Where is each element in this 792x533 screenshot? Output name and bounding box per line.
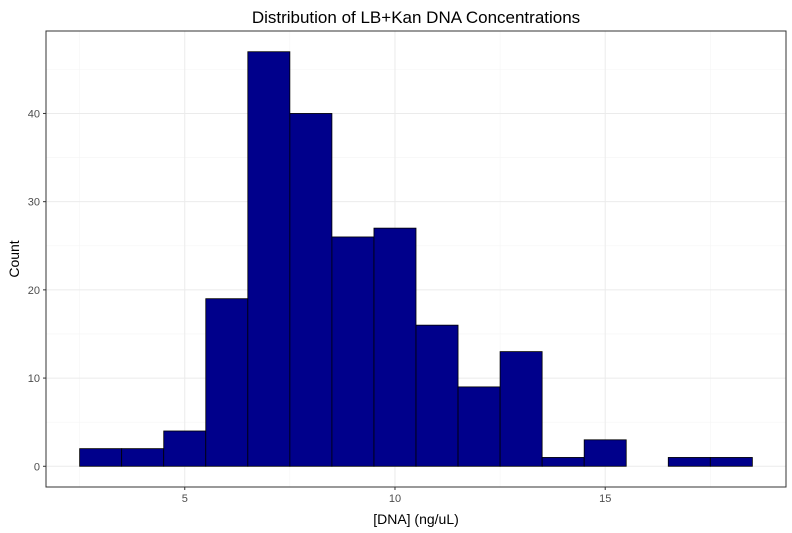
histogram-bar bbox=[499, 351, 543, 467]
histogram-bar bbox=[457, 386, 501, 467]
histogram-bar bbox=[667, 457, 711, 467]
histogram-bar bbox=[121, 448, 165, 467]
histogram-bars bbox=[79, 51, 753, 467]
histogram-bar bbox=[289, 113, 333, 467]
histogram-bar bbox=[583, 439, 627, 467]
histogram-bar bbox=[163, 430, 207, 467]
axis-ticks: 5 10 15 0 10 20 30 40 bbox=[28, 108, 612, 505]
y-axis-title: Count bbox=[6, 240, 22, 277]
y-tick-label: 20 bbox=[28, 285, 40, 297]
histogram-bar bbox=[373, 227, 417, 467]
x-tick-label: 5 bbox=[182, 493, 188, 505]
histogram-bar bbox=[247, 51, 291, 467]
histogram-bar bbox=[541, 457, 585, 467]
y-tick-label: 30 bbox=[28, 197, 40, 209]
y-tick-label: 0 bbox=[34, 461, 40, 473]
chart-title: Distribution of LB+Kan DNA Concentration… bbox=[252, 8, 580, 27]
x-axis-title: [DNA] (ng/uL) bbox=[373, 511, 459, 527]
panel-border bbox=[45, 30, 787, 488]
y-tick-label: 10 bbox=[28, 373, 40, 385]
y-tick-label: 40 bbox=[28, 108, 40, 120]
histogram-bar bbox=[205, 298, 249, 467]
histogram-bar bbox=[415, 324, 459, 467]
x-tick-label: 15 bbox=[599, 493, 611, 505]
histogram-bar bbox=[709, 457, 753, 467]
histogram-bar bbox=[79, 448, 123, 467]
x-tick-label: 10 bbox=[389, 493, 401, 505]
histogram-bar bbox=[331, 236, 375, 467]
